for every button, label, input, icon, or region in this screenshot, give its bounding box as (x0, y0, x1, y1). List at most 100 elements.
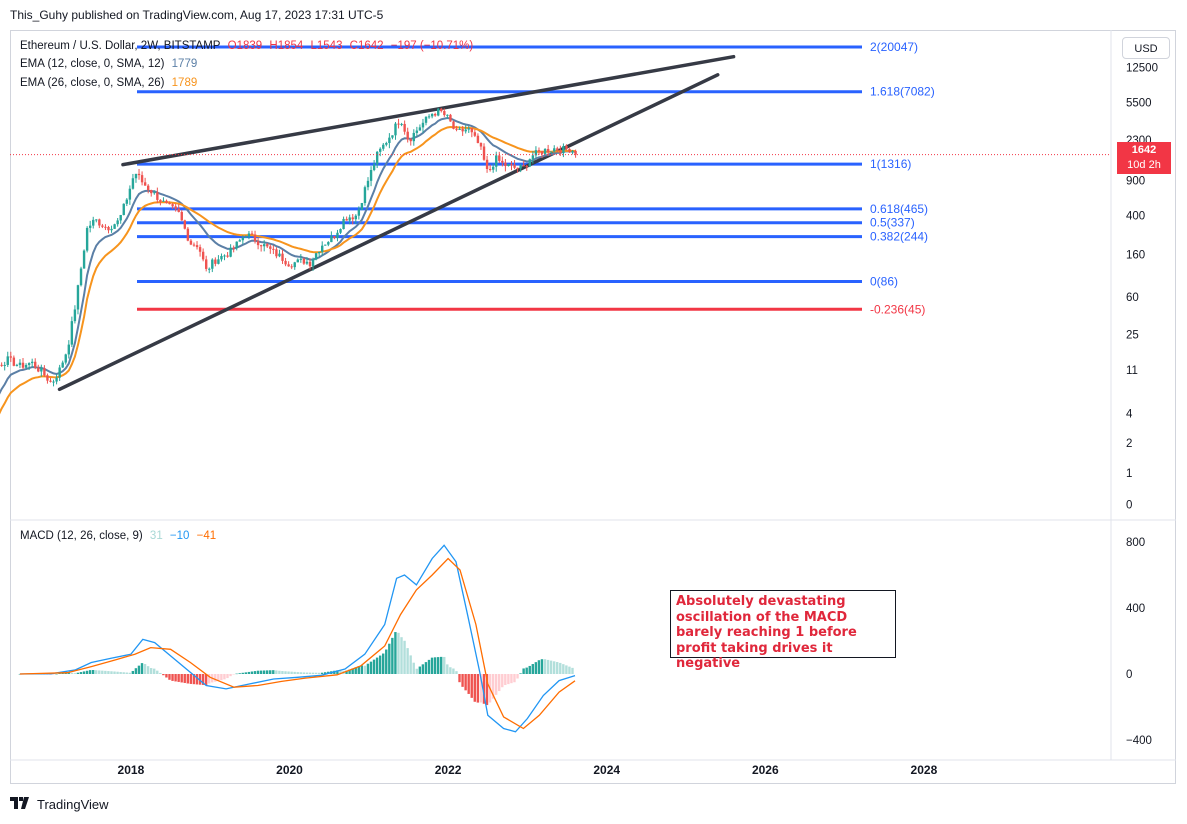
macd-label: MACD (12, 26, close, 9) (20, 530, 143, 542)
candle-body (351, 217, 354, 220)
candle-body (375, 151, 379, 165)
macd-histogram-bar (351, 668, 354, 674)
candle-body (195, 245, 199, 248)
macd-histogram-bar (513, 674, 516, 683)
currency-button[interactable]: USD (1122, 37, 1170, 59)
macd-histogram-bar (113, 671, 116, 674)
candle-body (501, 160, 504, 163)
candle-body (186, 228, 190, 241)
candle-body (110, 228, 113, 231)
macd-histogram-bar (296, 672, 299, 674)
candle-body (153, 192, 156, 194)
macd-histogram-bar (501, 674, 504, 688)
candle-body (510, 164, 513, 166)
ema12-value: 1779 (171, 58, 198, 70)
candle-body (379, 148, 382, 152)
candle-body (165, 200, 168, 203)
candle-body (446, 114, 449, 116)
macd-histogram-bar (381, 653, 385, 674)
ema12-legend[interactable]: EMA (12, close, 0, SMA, 12) 1779 (20, 58, 201, 70)
macd-histogram-bar (467, 674, 470, 694)
macd-histogram-bar (235, 673, 238, 675)
candle-body (409, 139, 412, 142)
candle-body (159, 199, 162, 202)
candle-body (534, 150, 538, 156)
macd-histogram-bar (278, 670, 281, 674)
macd-histogram-bar (556, 662, 559, 674)
macd-histogram-bar (369, 661, 373, 674)
high-value: H1854 (269, 40, 304, 52)
macd-histogram-bar (354, 667, 357, 674)
price-tick-label: 1 (1126, 468, 1132, 480)
macd-histogram-bar (156, 670, 159, 674)
macd-histogram-bar (55, 673, 58, 675)
candle-body (278, 253, 281, 257)
ema26-label: EMA (26, close, 0, SMA, 26) (20, 77, 165, 89)
macd-histogram-bar (433, 657, 437, 674)
macd-histogram-bar (336, 670, 339, 674)
time-tick-label: 2020 (276, 763, 303, 777)
macd-histogram-bar (440, 656, 443, 674)
macd-histogram-bar (498, 674, 501, 692)
candle-body (302, 258, 306, 264)
candle-body (104, 226, 107, 228)
macd-histogram-bar (418, 666, 422, 674)
candle-body (342, 218, 345, 230)
macd-histogram-bar (403, 640, 406, 674)
macd-histogram-bar (134, 668, 138, 674)
candle-body (30, 361, 34, 364)
price-tick-label: 0 (1126, 500, 1132, 512)
candle-body (3, 364, 6, 366)
candle-body (287, 264, 290, 267)
fib-level-label: -0.236(45) (870, 302, 925, 316)
candle-body (546, 148, 550, 153)
macd-histogram-bar (305, 672, 309, 674)
macd-histogram-bar (98, 670, 101, 674)
candle-body (52, 381, 55, 383)
macd-histogram-bar (149, 668, 153, 674)
macd-histogram-bar (18, 674, 22, 675)
macd-histogram-bar (385, 649, 388, 674)
macd-histogram-bar (287, 671, 290, 674)
candle-body (418, 127, 422, 131)
candle-body (259, 245, 263, 247)
candle-body (67, 344, 71, 355)
macd-histogram-bar (375, 657, 379, 674)
macd-histogram-bar (244, 672, 248, 674)
candle-body (464, 129, 467, 132)
macd-histogram-bar (311, 672, 315, 674)
macd-histogram-bar (195, 674, 199, 685)
candle-body (266, 244, 269, 247)
macd-histogram-bar (525, 667, 528, 674)
candle-body (9, 356, 13, 358)
candle-body (467, 128, 470, 130)
macd-histogram-bar (443, 656, 446, 674)
candle-body (95, 219, 98, 221)
macd-histogram-bar (143, 664, 147, 674)
macd-histogram-bar (299, 672, 302, 674)
macd-histogram-bar (455, 671, 458, 674)
annotation-note[interactable]: Absolutely devastating oscillation of th… (670, 590, 896, 671)
candle-body (122, 203, 125, 215)
macd-histogram-bar (241, 672, 244, 674)
candle-body (12, 357, 16, 366)
candle-body (208, 268, 211, 270)
candle-body (37, 367, 40, 372)
candle-body (247, 233, 251, 237)
candle-body (125, 199, 129, 204)
macd-histogram-bar (110, 671, 113, 674)
macd-histogram-bar (491, 674, 495, 699)
ema26-legend[interactable]: EMA (26, close, 0, SMA, 26) 1789 (20, 77, 201, 89)
candle-body (98, 219, 101, 226)
macd-histogram-bar (88, 670, 92, 674)
symbol-name[interactable]: Ethereum / U.S. Dollar, 2W, BITSTAMP (20, 40, 221, 52)
macd-legend[interactable]: MACD (12, 26, close, 9) 31 −10 −41 (20, 530, 220, 542)
price-tick-label: 160 (1126, 250, 1145, 262)
candle-body (369, 169, 373, 181)
macd-histogram-bar (256, 670, 260, 674)
macd-histogram-bar (119, 671, 122, 674)
candle-body (424, 116, 428, 123)
macd-histogram-bar (378, 655, 382, 674)
macd-histogram-bar (70, 672, 73, 674)
